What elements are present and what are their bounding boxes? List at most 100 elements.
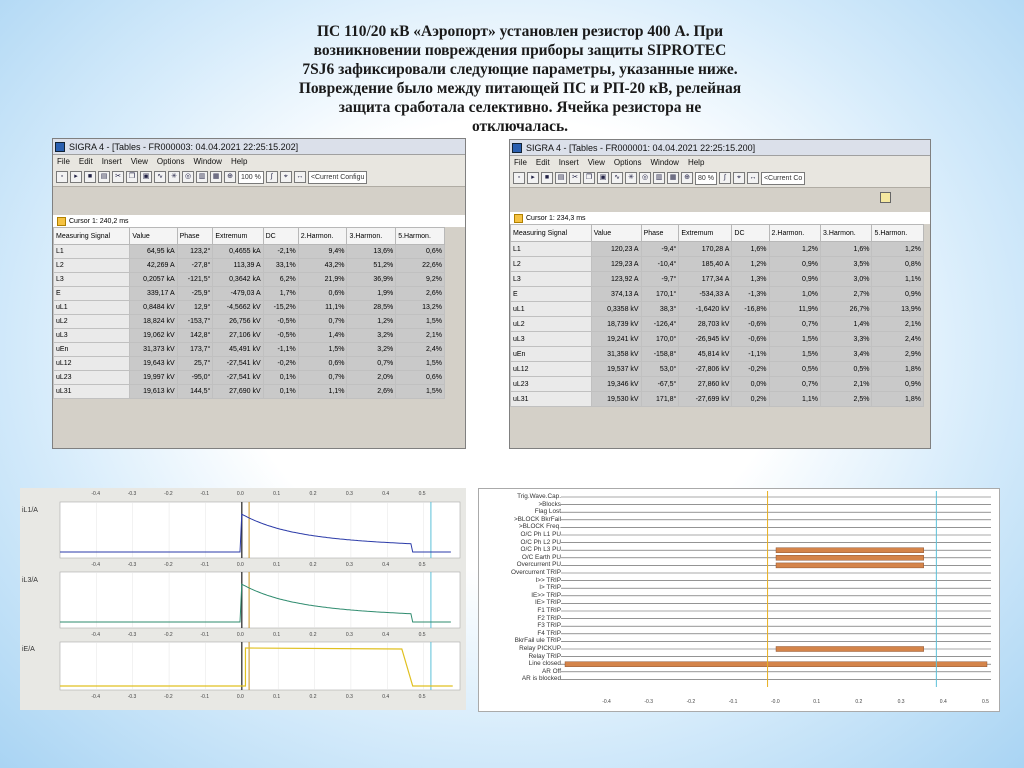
column-header[interactable]: Extremum: [212, 227, 264, 245]
column-header[interactable]: 2.Harmon.: [768, 224, 822, 242]
binary-signal-label[interactable]: Trig.Wave.Cap.: [517, 493, 561, 500]
binary-signal-label[interactable]: I>> TRIP: [535, 576, 561, 584]
cursor-icon[interactable]: ⌖: [732, 172, 745, 184]
binary-signal-label[interactable]: AR Off: [541, 667, 561, 675]
menu-view[interactable]: View: [587, 158, 605, 167]
binary-signal-label[interactable]: >Blocks: [538, 500, 561, 508]
table-icon[interactable]: ▦: [667, 172, 679, 184]
open-icon[interactable]: ▸: [70, 171, 82, 183]
table-row[interactable]: uL12 19,643 kV 25,7° -27,541 kV -0,2% 0,6% 0,7…: [53, 356, 445, 371]
copy-icon[interactable]: ❐: [126, 171, 138, 183]
table-row[interactable]: uEn 31,358 kV -158,8° 45,814 kV -1,1% 1,5% 3,4…: [510, 346, 924, 362]
window-titlebar[interactable]: SIGRA 4 - [Tables - FR000001: 04.04.2021…: [510, 140, 930, 156]
paste-icon[interactable]: ▣: [140, 171, 152, 183]
binary-signal-label[interactable]: Overcurrent PU: [516, 561, 561, 569]
menu-window[interactable]: Window: [650, 158, 679, 167]
binary-signal-label[interactable]: Flag Lost: [534, 508, 561, 516]
binary-signal-label[interactable]: IE>> TRIP: [531, 591, 561, 599]
column-header[interactable]: 3.Harmon.: [346, 227, 397, 245]
table-row[interactable]: L1 64,95 kA 123,2° 0,4655 kA -2,1% 9,4% 13,6% 0…: [53, 244, 445, 259]
new-icon[interactable]: ▫: [56, 171, 68, 183]
vector-icon[interactable]: ✳: [625, 172, 637, 184]
binary-signal-label[interactable]: AR is blocked: [521, 675, 561, 683]
menu-file[interactable]: File: [57, 157, 70, 166]
table-row[interactable]: uL2 18,824 kV -153,7° 26,756 kV -0,5% 0,7% 1,2…: [53, 314, 445, 329]
table-row[interactable]: uL1 0,8484 kV 12,9° -4,5662 kV -15,2% 11,1% 28…: [53, 300, 445, 315]
zoom-icon[interactable]: ⊕: [681, 172, 693, 184]
table-row[interactable]: L3 123,92 A -9,7° 177,34 A 1,3% 0,9% 3,0% 1,1%: [510, 271, 924, 287]
binary-signal-label[interactable]: I> TRIP: [539, 584, 561, 592]
cut-icon[interactable]: ✂: [112, 171, 124, 183]
column-header[interactable]: Extremum: [678, 224, 733, 242]
zoom-icon[interactable]: ⊕: [224, 171, 236, 183]
save-icon[interactable]: ■: [541, 172, 553, 184]
binary-signal-label[interactable]: F4 TRIP: [537, 629, 561, 637]
binary-signal-label[interactable]: O/C Ph L3 PU: [520, 546, 562, 554]
binary-signal-label[interactable]: Overcurrent TRIP: [511, 569, 561, 576]
table-row[interactable]: uL12 19,537 kV 53,0° -27,806 kV -0,2% 0,5% 0,5…: [510, 361, 924, 377]
column-header[interactable]: Measuring Signal: [53, 227, 131, 245]
binary-signal-label[interactable]: F2 TRIP: [537, 614, 561, 622]
print-icon[interactable]: ▤: [98, 171, 110, 183]
print-icon[interactable]: ▤: [555, 172, 567, 184]
column-header[interactable]: Value: [129, 227, 178, 245]
new-icon[interactable]: ▫: [513, 172, 525, 184]
paste-icon[interactable]: ▣: [597, 172, 609, 184]
column-header[interactable]: Measuring Signal: [510, 224, 592, 242]
binary-signal-label[interactable]: Relay PICKUP: [519, 645, 561, 652]
copy-icon[interactable]: ❐: [583, 172, 595, 184]
menu-help[interactable]: Help: [230, 157, 248, 166]
table-row[interactable]: uL3 19,241 kV 170,0° -26,945 kV -0,6% 1,5% 3,3…: [510, 331, 924, 347]
binary-signal-label[interactable]: >BLOCK BkrFail: [513, 515, 561, 523]
harmonics-icon[interactable]: ▥: [653, 172, 665, 184]
cursor-icon[interactable]: ⌖: [279, 171, 292, 183]
column-header[interactable]: Phase: [640, 224, 680, 242]
time-signal-icon[interactable]: ∿: [154, 171, 166, 183]
table-row[interactable]: uL31 19,530 kV 171,8° -27,699 kV 0,2% 1,1% 2,5…: [510, 391, 924, 407]
table-icon[interactable]: ▦: [210, 171, 222, 183]
zoom-combo[interactable]: 100 %: [238, 170, 264, 184]
menu-insert[interactable]: Insert: [558, 158, 579, 167]
binary-signal-label[interactable]: IE> TRIP: [535, 599, 561, 607]
binary-signal-label[interactable]: Line closed: [528, 660, 561, 668]
table-row[interactable]: E 339,17 A -25,9° -479,03 A 1,7% 0,6% 1,9% 2,6%: [53, 286, 445, 301]
save-icon[interactable]: ■: [84, 171, 96, 183]
menu-options[interactable]: Options: [156, 157, 185, 166]
column-header[interactable]: Phase: [176, 227, 214, 245]
time-signal-icon[interactable]: ∿: [611, 172, 623, 184]
menu-edit[interactable]: Edit: [78, 157, 93, 166]
column-header[interactable]: Value: [590, 224, 642, 242]
binary-signal-label[interactable]: F1 TRIP: [537, 607, 561, 614]
config-combo[interactable]: <Current Configu: [307, 170, 368, 184]
table-row[interactable]: uL23 19,997 kV -95,0° -27,541 kV 0,1% 0,7% 2,0…: [53, 370, 445, 385]
column-header[interactable]: 2.Harmon.: [297, 227, 348, 245]
menu-insert[interactable]: Insert: [101, 157, 122, 166]
vector-icon[interactable]: ✳: [168, 171, 180, 183]
table-row[interactable]: L1 120,23 A -9,4° 170,28 A 1,6% 1,2% 1,6% 1,2%: [510, 241, 924, 257]
table-row[interactable]: E 374,13 A 170,1° -534,33 A -1,3% 1,0% 2,7% 0,9…: [510, 286, 924, 302]
table-row[interactable]: uL2 18,739 kV -126,4° 28,703 kV -0,6% 0,7% 1,4…: [510, 316, 924, 332]
binary-signal-label[interactable]: Relay TRIP: [528, 652, 561, 660]
table-row[interactable]: L3 0,2057 kA -121,5° 0,3642 kA 6,2% 21,9% 36,9…: [53, 272, 445, 287]
table-row[interactable]: L2 42,269 A -27,8° 113,39 A 33,1% 43,2% 51,2% 2…: [53, 258, 445, 273]
circle-diagram-icon[interactable]: ◎: [639, 172, 651, 184]
table-row[interactable]: uL3 19,062 kV 142,8° 27,106 kV -0,5% 1,4% 3,2%…: [53, 328, 445, 343]
menu-help[interactable]: Help: [687, 158, 705, 167]
measure-icon[interactable]: ↔: [293, 171, 306, 183]
column-header[interactable]: DC: [262, 227, 299, 245]
binary-signal-label[interactable]: >BLOCK Freq.: [518, 523, 561, 531]
zoom-combo[interactable]: 80 %: [695, 171, 717, 185]
signal-icon[interactable]: ∫: [265, 171, 278, 183]
table-row[interactable]: uEn 31,373 kV 173,7° 45,491 kV -1,1% 1,5% 3,2%…: [53, 342, 445, 357]
column-header[interactable]: 3.Harmon.: [820, 224, 873, 242]
binary-signal-label[interactable]: BkrFail ule TRIP: [514, 637, 561, 645]
cut-icon[interactable]: ✂: [569, 172, 581, 184]
harmonics-icon[interactable]: ▥: [196, 171, 208, 183]
circle-diagram-icon[interactable]: ◎: [182, 171, 194, 183]
table-row[interactable]: uL23 19,346 kV -67,5° 27,860 kV 0,0% 0,7% 2,1%…: [510, 376, 924, 392]
table-row[interactable]: L2 129,23 A -10,4° 185,40 A 1,2% 0,9% 3,5% 0,8%: [510, 256, 924, 272]
binary-signal-label[interactable]: O/C Earth PU: [521, 553, 561, 561]
window-titlebar[interactable]: SIGRA 4 - [Tables - FR000003: 04.04.2021…: [53, 139, 465, 155]
open-icon[interactable]: ▸: [527, 172, 539, 184]
menu-edit[interactable]: Edit: [535, 158, 550, 167]
